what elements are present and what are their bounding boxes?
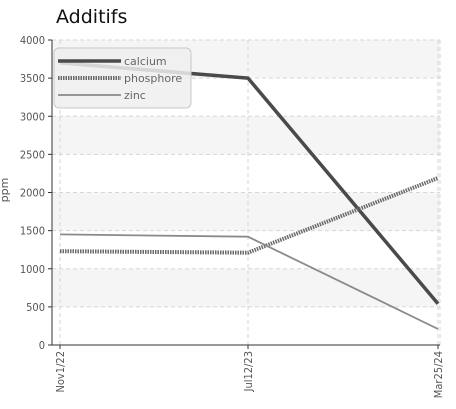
y-axis-label: ppm	[0, 178, 11, 203]
legend-label-phosphore: phosphore	[124, 72, 182, 85]
y-tick-label: 4000	[20, 34, 45, 47]
series-line-phosphore	[59, 176, 439, 255]
x-tick-label: Jul12/23	[242, 351, 255, 392]
y-tick-label: 500	[26, 301, 45, 314]
chart-title: Additifs	[56, 6, 128, 28]
y-tick-label: 1500	[20, 225, 45, 238]
legend-label-zinc: zinc	[124, 89, 146, 102]
y-tick-label: 1000	[20, 263, 45, 276]
y-tick-label: 0	[39, 339, 45, 352]
series-line-zinc	[59, 233, 439, 330]
x-tick-label: Mar25/24	[432, 351, 445, 398]
grid-band	[52, 192, 440, 231]
y-tick-label: 3500	[20, 72, 45, 85]
grid-band	[52, 268, 440, 307]
legend-box	[53, 47, 192, 109]
y-tick-label: 2000	[20, 187, 45, 200]
legend-label-calcium: calcium	[124, 55, 167, 68]
x-tick-label: Nov1/22	[54, 351, 67, 393]
y-tick-label: 2500	[20, 148, 45, 161]
y-tick-label: 3000	[20, 110, 45, 123]
grid-band	[52, 116, 440, 155]
